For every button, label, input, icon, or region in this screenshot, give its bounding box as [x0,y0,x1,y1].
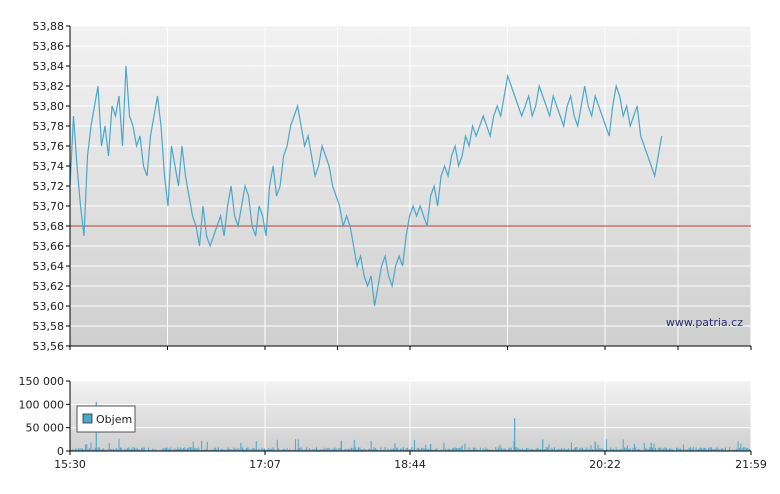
price-panel: 53,88 53,86 53,84 53,82 53,80 53,78 53,76 53,74… [33,20,752,353]
price-y-tick-label: 53,74 [33,160,65,173]
price-y-tick-label: 53,58 [33,320,65,333]
volume-y-tick-label: 0 [57,445,64,458]
volume-y-tick-label: 150 000 [19,375,65,388]
volume-x-ticks: 15:30 17:07 18:44 20:22 21:59 [54,451,767,471]
volume-panel: 150 000 100 000 50 000 0 15:30 17:07 18:44 20:… [19,375,767,471]
price-y-tick-label: 53,80 [33,100,65,113]
price-x-ticks [69,346,752,350]
price-y-tick-label: 53,82 [33,80,65,93]
volume-x-tick-label: 20:22 [589,458,621,471]
price-y-tick-label: 53,72 [33,180,65,193]
volume-x-tick-label: 18:44 [394,458,426,471]
price-y-tick-label: 53,64 [33,260,65,273]
price-y-tick-label: 53,76 [33,140,65,153]
volume-x-tick-label: 21:59 [735,458,767,471]
price-y-tick-label: 53,86 [33,40,65,53]
volume-y-tick-label: 100 000 [19,398,65,411]
price-y-tick-label: 53,66 [33,240,65,253]
price-line [69,65,663,307]
volume-x-tick-label: 15:30 [54,458,86,471]
price-y-tick-label: 53,78 [33,120,65,133]
legend-label: Objem [96,413,132,426]
volume-y-axis: 150 000 100 000 50 000 0 [19,375,70,458]
volume-x-tick-label: 17:07 [249,458,281,471]
legend-swatch [82,413,93,424]
price-y-tick-label: 53,70 [33,200,65,213]
price-y-tick-label: 53,60 [33,300,65,313]
price-y-tick-label: 53,88 [33,20,65,33]
volume-y-tick-label: 50 000 [26,422,65,435]
watermark: www.patria.cz [666,316,743,329]
price-y-tick-label: 53,62 [33,280,65,293]
price-y-tick-label: 53,56 [33,340,65,353]
legend: Objem [76,405,136,433]
price-y-tick-label: 53,84 [33,60,65,73]
price-y-tick-label: 53,68 [33,220,65,233]
price-y-axis: 53,88 53,86 53,84 53,82 53,80 53,78 53,76 53,74… [33,20,70,353]
